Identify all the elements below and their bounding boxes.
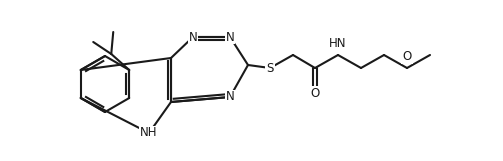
Text: O: O bbox=[402, 50, 411, 63]
Text: HN: HN bbox=[329, 37, 347, 50]
Text: N: N bbox=[226, 30, 234, 43]
Text: O: O bbox=[310, 86, 319, 99]
Text: NH: NH bbox=[140, 127, 158, 139]
Text: N: N bbox=[226, 90, 234, 104]
Text: N: N bbox=[189, 30, 197, 43]
Text: S: S bbox=[266, 62, 274, 75]
